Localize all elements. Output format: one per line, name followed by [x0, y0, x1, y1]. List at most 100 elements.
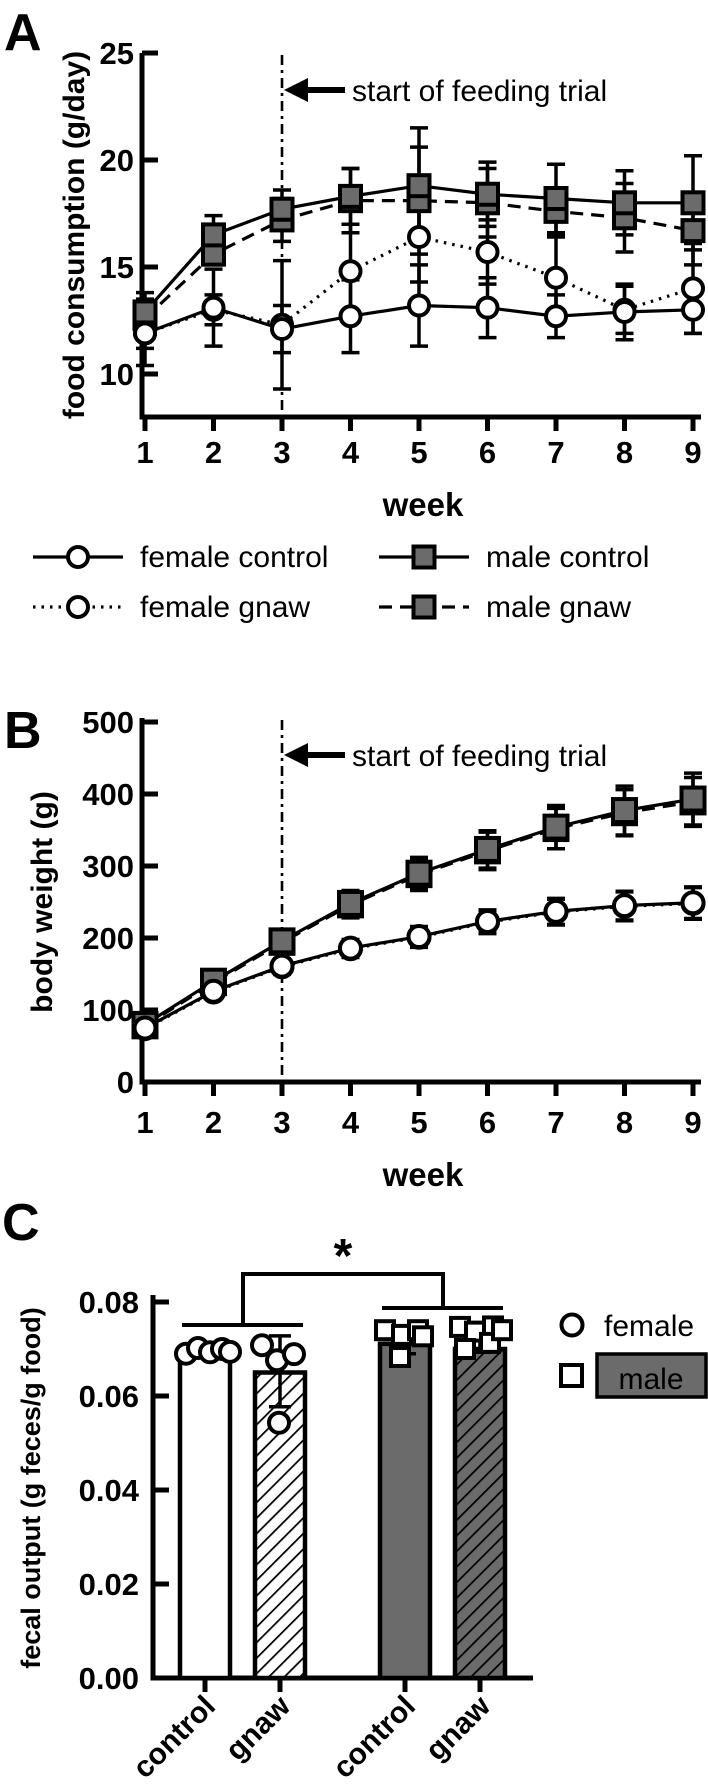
- legend-item-male: male: [559, 1352, 708, 1399]
- panel-c-y-axis-title: fecal output (g feces/g food): [16, 1307, 46, 1669]
- legend-label: female control: [140, 541, 328, 574]
- circle-marker-icon: [544, 265, 568, 290]
- x-tick-label: 5: [410, 1105, 427, 1140]
- square-marker-icon: [680, 190, 706, 216]
- data-point-circle: [282, 1342, 306, 1367]
- legend-item-female-gnaw: female gnaw: [33, 591, 310, 624]
- square-marker-icon: [475, 181, 500, 207]
- square-marker-icon: [269, 196, 295, 222]
- legend-label: female gnaw: [140, 591, 310, 624]
- square-marker-icon: [679, 785, 707, 813]
- legend-item-male-control: male control: [379, 541, 649, 574]
- significance-star: *: [334, 1230, 353, 1283]
- x-tick-label: 7: [547, 1105, 564, 1140]
- data-point-square: [389, 1345, 411, 1368]
- square-marker-icon: [559, 1363, 584, 1388]
- circle-marker-icon: [269, 953, 295, 979]
- circle-marker-icon: [612, 893, 637, 919]
- circle-marker-icon: [270, 317, 294, 342]
- x-tick-label: control: [327, 1690, 422, 1784]
- x-tick-label: 8: [616, 435, 633, 470]
- significance-bracket: *: [182, 1230, 503, 1327]
- circle-marker-icon: [338, 304, 363, 329]
- series-line-female-control: [144, 901, 694, 1030]
- x-tick-label: gnaw: [219, 1689, 297, 1767]
- legend-item-male-gnaw: male gnaw: [379, 591, 631, 624]
- data-point-square: [454, 1338, 476, 1360]
- circle-marker-icon: [407, 293, 431, 318]
- x-tick-label: 5: [410, 435, 427, 470]
- square-marker-icon: [201, 222, 226, 248]
- circle-marker-icon: [559, 1312, 585, 1338]
- legend-item-female-control: female control: [33, 541, 328, 574]
- square-marker-icon: [405, 859, 433, 887]
- y-tick-label: 15: [100, 250, 134, 285]
- y-tick-label: 20: [100, 143, 134, 178]
- x-tick-label: control: [127, 1690, 222, 1784]
- legend-label: male control: [486, 541, 649, 574]
- circle-marker-icon: [544, 304, 568, 329]
- y-tick-label: 0: [117, 1065, 134, 1100]
- data-point-circle: [267, 1410, 291, 1435]
- square-marker-icon: [612, 190, 637, 216]
- x-tick-label: 1: [136, 1105, 153, 1140]
- square-marker-icon: [338, 183, 363, 209]
- x-tick-label: 3: [273, 1105, 290, 1140]
- data-point-square: [491, 1319, 513, 1342]
- circle-marker-icon: [133, 321, 157, 346]
- circle-marker-icon: [475, 295, 500, 320]
- circle-marker-icon: [132, 1015, 158, 1041]
- panel-b-x-axis-title: week: [382, 1156, 464, 1193]
- circle-marker-icon: [201, 978, 226, 1004]
- legend-label: male: [618, 1363, 683, 1396]
- y-tick-label: 0.04: [79, 1473, 140, 1508]
- circle-marker-icon: [407, 225, 431, 250]
- x-tick-label: 7: [547, 435, 564, 470]
- data-point-circle: [218, 1339, 242, 1364]
- comparison-bracket: [241, 1272, 445, 1325]
- circle-marker-icon: [612, 299, 637, 324]
- square-marker-icon: [542, 813, 570, 841]
- x-tick-label: 3: [273, 435, 290, 470]
- x-tick-label: 6: [479, 435, 496, 470]
- circle-marker-icon: [338, 259, 363, 284]
- x-tick-label: 6: [479, 1105, 496, 1140]
- panel-a-plot: 25 20 15 10 1 2 3 4 5 6 7 8 9: [100, 36, 706, 470]
- male-gray-swatch: [595, 1352, 708, 1399]
- data-point-circle: [250, 1333, 274, 1358]
- circle-marker-icon: [475, 240, 500, 265]
- legend-panel-c: female male: [559, 1310, 708, 1399]
- panel-b-label: B: [4, 702, 42, 760]
- y-tick-label: 0.02: [79, 1567, 139, 1602]
- panel-b-annotation-text: start of feeding trial: [352, 740, 607, 773]
- circle-marker-icon: [201, 295, 226, 320]
- x-tick-label: 2: [205, 435, 222, 470]
- square-marker-icon: [611, 797, 638, 825]
- square-marker-icon: [337, 889, 364, 917]
- series-line-male-gnaw: [144, 800, 694, 1028]
- panel-a-label: A: [4, 4, 42, 62]
- y-tick-label: 0.00: [79, 1661, 139, 1696]
- circle-marker-icon: [66, 545, 90, 569]
- panel-b-annotation-arrow: start of feeding trial: [284, 740, 607, 773]
- circle-marker-icon: [681, 297, 705, 322]
- y-tick-label: 25: [100, 36, 134, 71]
- panel-a-x-axis-title: week: [382, 486, 464, 523]
- y-tick-label: 0.06: [79, 1379, 139, 1414]
- square-marker-icon: [411, 594, 437, 620]
- x-tick-label: 8: [616, 1105, 633, 1140]
- circle-marker-icon: [338, 935, 363, 961]
- bar-female-control: [177, 1347, 233, 1681]
- y-tick-label: 200: [82, 921, 134, 956]
- bar-male-gnaw: [452, 1346, 508, 1681]
- legend-panel-a: female control female gnaw male control …: [33, 541, 649, 624]
- bar-male-control: [377, 1341, 433, 1681]
- y-tick-label: 100: [82, 993, 134, 1028]
- x-tick-label: 1: [136, 435, 153, 470]
- circle-marker-icon: [681, 276, 705, 301]
- panel-b-y-axis-title: body weight (g): [26, 791, 59, 1013]
- x-tick-label: 4: [342, 1105, 360, 1140]
- panel-c-label: C: [2, 1194, 40, 1252]
